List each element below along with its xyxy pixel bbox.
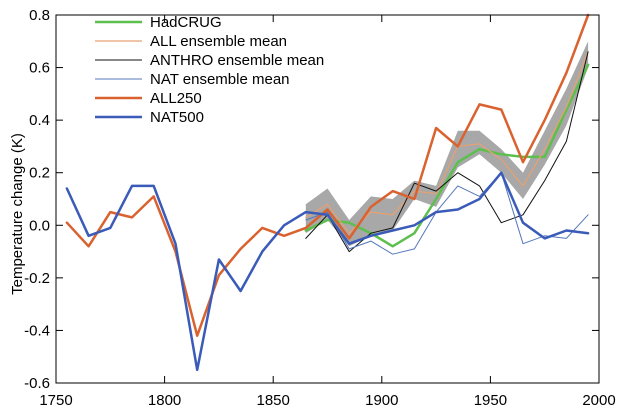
y-tick-label: 0.8 [29, 7, 50, 24]
x-tick-label: 1850 [257, 392, 290, 409]
x-tick-label: 2000 [582, 392, 615, 409]
y-tick-label: -0.4 [24, 322, 50, 339]
legend: HadCRUG ALL ensemble mean ANTHRO ensemble … [95, 14, 324, 126]
series-line-all-ensemble-mean [305, 51, 589, 234]
x-tick-label: 1950 [474, 392, 507, 409]
axis-tick-labels: 1750 1800 1850 1900 1950 2000 -0.6 -0.4 -0.2 0.0 0… [24, 7, 616, 409]
x-tick-label: 1800 [148, 392, 181, 409]
y-tick-label: 0.0 [29, 217, 50, 234]
legend-label-anthro-ensemble-mean: ANTHRO ensemble mean [150, 52, 324, 69]
plot-frame [55, 14, 600, 384]
series-line-nat500 [65, 171, 590, 372]
series-line-all250 [65, 13, 590, 337]
ensemble-spread-band [305, 41, 589, 247]
y-tick-label: 0.2 [29, 165, 50, 182]
legend-label-nat-ensemble-mean: NAT ensemble mean [150, 71, 290, 88]
x-tick-label: 1900 [365, 392, 398, 409]
series-line-hadcrug [304, 63, 590, 248]
legend-label-all-ensemble-mean: ALL ensemble mean [150, 33, 287, 50]
axis-ticks [55, 14, 600, 384]
series-layer [65, 13, 590, 372]
legend-label-hadcrug: HadCRUG [150, 14, 222, 31]
y-tick-label: -0.2 [24, 270, 50, 287]
series-line-anthro-ensemble-mean [305, 51, 589, 253]
ensemble-spread-layer [305, 41, 589, 247]
y-tick-label: 0.6 [29, 60, 50, 77]
x-tick-label: 1750 [39, 392, 72, 409]
y-tick-label: -0.6 [24, 375, 50, 392]
legend-label-all250: ALL250 [150, 90, 202, 107]
y-axis-label: Temperature change (K) [9, 133, 26, 295]
legend-label-nat500: NAT500 [150, 109, 204, 126]
y-tick-label: 0.4 [29, 112, 50, 129]
